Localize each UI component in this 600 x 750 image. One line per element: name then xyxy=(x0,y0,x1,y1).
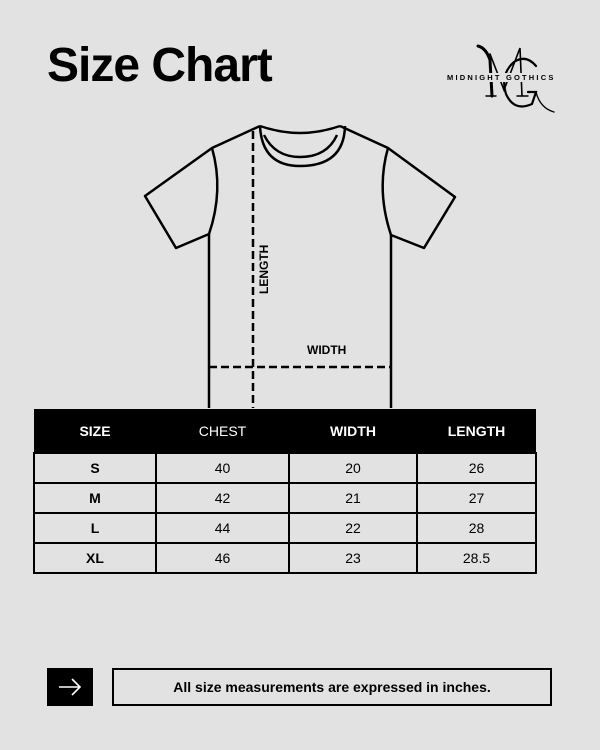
header-length: LENGTH xyxy=(417,409,536,453)
size-cell: XL xyxy=(33,542,157,574)
chest-cell: 40 xyxy=(155,452,290,484)
width-cell: 22 xyxy=(288,512,418,544)
chest-cell: 46 xyxy=(155,542,290,574)
width-label: WIDTH xyxy=(307,343,346,357)
page-title: Size Chart xyxy=(47,39,273,92)
length-cell: 27 xyxy=(416,482,537,514)
collar-top xyxy=(259,124,341,135)
collar-inner xyxy=(262,134,339,159)
table-row: L 44 22 28 xyxy=(33,512,537,544)
width-cell: 23 xyxy=(288,542,418,574)
table-row: M 42 21 27 xyxy=(33,482,537,514)
arrow-right-icon[interactable] xyxy=(47,668,93,706)
table-row: XL 46 23 28.5 xyxy=(33,542,537,574)
header-size: SIZE xyxy=(34,409,156,453)
width-cell: 21 xyxy=(288,482,418,514)
size-cell: M xyxy=(33,482,157,514)
header-chest: CHEST xyxy=(156,409,289,453)
size-table: SIZE CHEST WIDTH LENGTH S 40 20 26 M 42 21 27 … xyxy=(33,409,537,574)
header-width: WIDTH xyxy=(289,409,417,453)
chest-cell: 44 xyxy=(155,512,290,544)
right-armhole xyxy=(381,147,393,236)
length-cell: 28.5 xyxy=(416,542,537,574)
chest-cell: 42 xyxy=(155,482,290,514)
shirt-outline xyxy=(143,124,457,408)
table-row: S 40 20 26 xyxy=(33,452,537,484)
collar-outer xyxy=(258,125,347,168)
logo-monogram xyxy=(476,44,555,113)
size-cell: S xyxy=(33,452,157,484)
left-armhole xyxy=(207,147,219,235)
length-cell: 26 xyxy=(416,452,537,484)
table-header: SIZE CHEST WIDTH LENGTH xyxy=(34,409,536,453)
measurement-note: All size measurements are expressed in i… xyxy=(112,668,552,706)
width-cell: 20 xyxy=(288,452,418,484)
size-cell: L xyxy=(33,512,157,544)
length-cell: 28 xyxy=(416,512,537,544)
brand-logo: MIDNIGHT GOTHICS xyxy=(440,40,585,120)
logo-brand-name: MIDNIGHT GOTHICS xyxy=(446,73,557,82)
tshirt-diagram: LENGTH WIDTH xyxy=(143,124,457,408)
length-label: LENGTH xyxy=(257,245,271,294)
